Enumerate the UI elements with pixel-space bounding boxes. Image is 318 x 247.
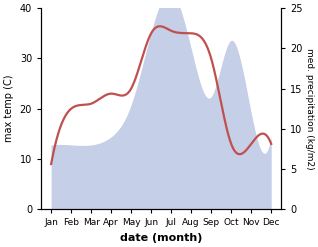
- Y-axis label: max temp (C): max temp (C): [4, 75, 14, 143]
- Y-axis label: med. precipitation (kg/m2): med. precipitation (kg/m2): [305, 48, 314, 169]
- X-axis label: date (month): date (month): [120, 233, 202, 243]
